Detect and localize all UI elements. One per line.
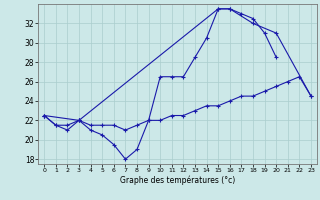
X-axis label: Graphe des températures (°c): Graphe des températures (°c) bbox=[120, 176, 235, 185]
